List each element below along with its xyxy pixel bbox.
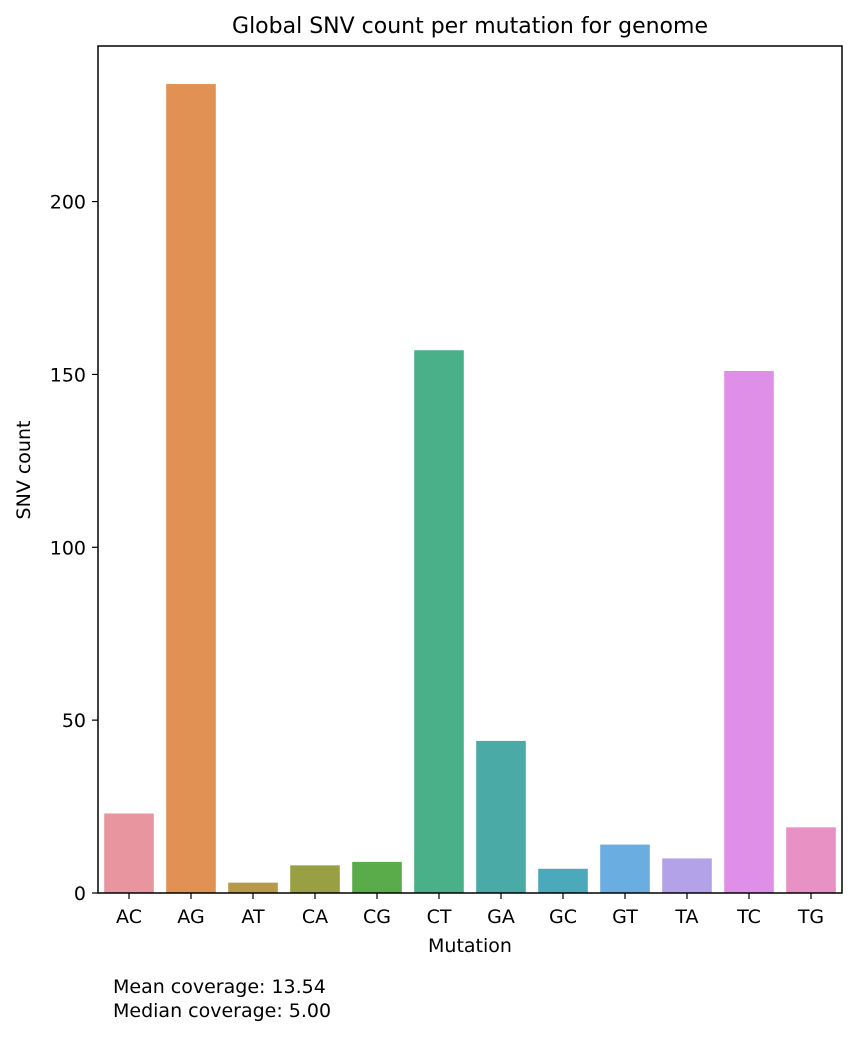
x-tick-label: TC [736,906,761,928]
x-ticks-group: AC AG AT CA CG CT GA GC GT TA TC TG [116,893,824,928]
x-tick-label: AC [116,906,142,928]
plot-frame [97,45,843,894]
bar-cg [352,861,402,893]
bar-tc [724,370,774,894]
y-tick-label: 0 [74,883,86,905]
bar-ga [476,740,526,893]
y-tick-label: 100 [50,537,86,559]
mean-coverage-note: Mean coverage: 13.54 [113,976,326,998]
x-axis-label: Mutation [428,935,512,957]
bar-at [228,882,278,893]
bars-group [104,84,836,894]
y-axis-label: SNV count [13,421,35,520]
x-tick-label: AT [241,906,265,928]
chart-title: Global SNV count per mutation for genome [232,14,708,39]
x-tick-label: CT [427,906,452,928]
bar-gt [600,844,650,893]
bar-ta [662,858,712,893]
bar-ca [290,865,340,893]
x-tick-label: GA [487,906,515,928]
bar-ct [414,350,464,894]
y-tick-label: 200 [50,192,86,214]
median-coverage-note: Median coverage: 5.00 [113,1000,332,1022]
x-tick-label: CG [363,906,391,928]
bar-ag [166,84,216,893]
bar-ac [104,813,154,893]
bar-gc [538,868,588,893]
y-tick-label: 50 [62,710,86,732]
y-ticks-group: 0 50 100 150 200 [50,192,98,905]
x-tick-label: GC [549,906,577,928]
x-tick-label: CA [302,906,328,928]
x-tick-label: AG [177,906,204,928]
x-tick-label: TA [674,906,698,928]
y-tick-label: 150 [50,364,86,386]
bar-tg [786,827,836,893]
x-tick-label: GT [612,906,638,928]
x-tick-label: TG [797,906,824,928]
